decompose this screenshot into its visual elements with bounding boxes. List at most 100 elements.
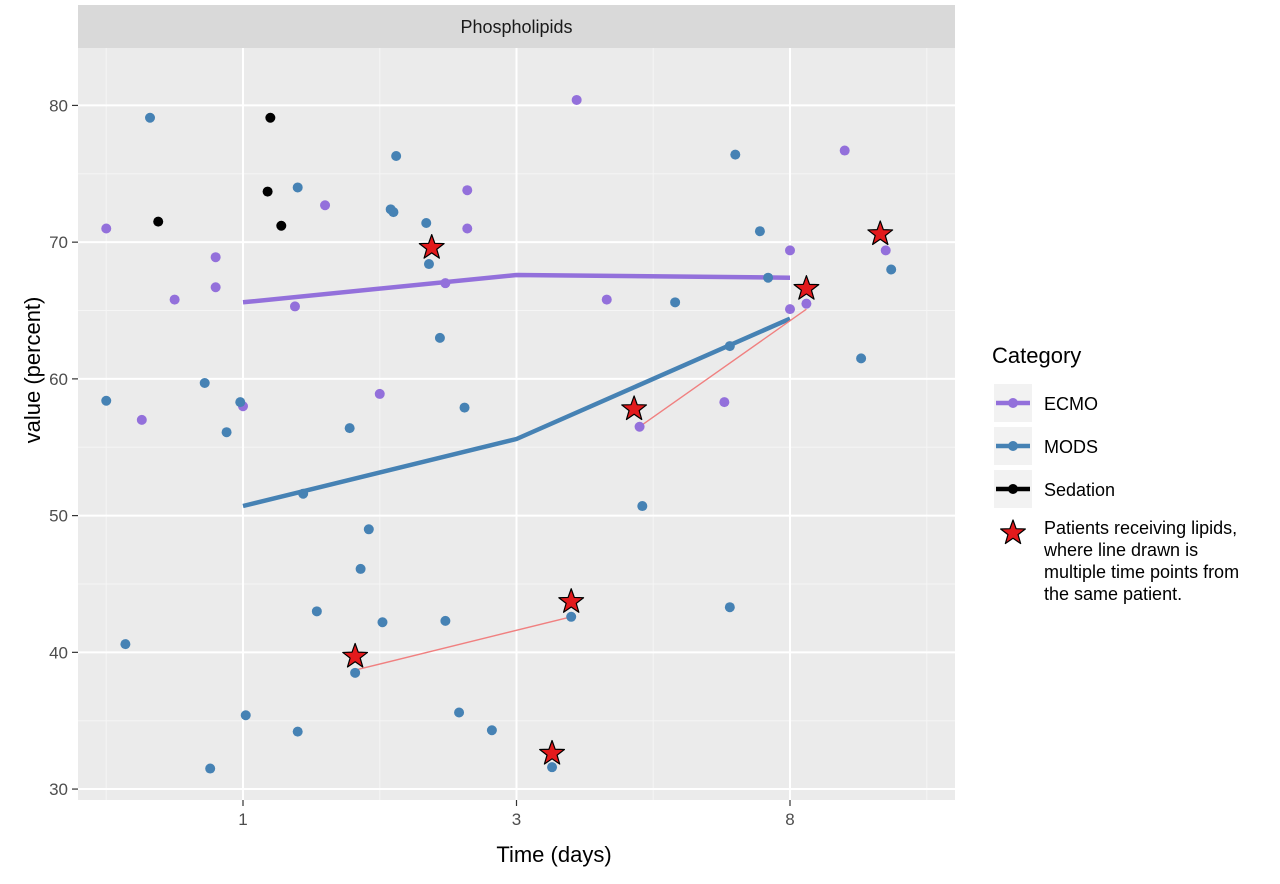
data-point-ecmo [880, 245, 891, 256]
y-tick-label: 60 [49, 370, 68, 389]
legend-label-mods: MODS [1044, 437, 1098, 457]
lipid-patient-star [793, 275, 820, 300]
legend-label-ecmo: ECMO [1044, 394, 1098, 414]
data-point-mods [388, 207, 399, 218]
x-tick-label: 3 [512, 810, 521, 829]
data-point-mods [240, 710, 251, 721]
lipid-patient-star [539, 739, 566, 765]
data-point-ecmo [785, 245, 795, 256]
data-point-ecmo [785, 304, 795, 315]
data-point-mods [459, 402, 470, 413]
lipid-patient-star [418, 234, 445, 259]
data-point-sedation [265, 112, 276, 123]
data-point-ecmo [101, 223, 112, 234]
data-point-mods [292, 726, 303, 737]
data-points [101, 94, 897, 774]
trend-lines [242, 272, 791, 509]
x-axis-title: Time (days) [496, 842, 611, 867]
facet-strip [78, 5, 955, 48]
data-point-mods [547, 762, 558, 773]
x-tick-label: 1 [238, 810, 247, 829]
lipid-patient-star [621, 395, 648, 421]
data-point-ecmo [839, 145, 850, 156]
data-point-mods [486, 725, 497, 736]
legend-key-point [1008, 398, 1018, 408]
data-point-mods [637, 501, 648, 512]
facet-strip-title: Phospholipids [460, 17, 572, 37]
data-point-ecmo [440, 278, 451, 289]
data-point-ecmo [210, 282, 221, 293]
axis-ticks: 30 40 50 60 70 80 1 3 8 [49, 96, 795, 829]
data-point-ecmo [801, 298, 812, 309]
data-point-mods [754, 226, 765, 237]
data-point-mods [235, 397, 246, 408]
data-point-ecmo [601, 294, 612, 305]
data-point-mods [670, 297, 681, 308]
data-point-mods [101, 395, 112, 406]
legend-key-point [1008, 441, 1018, 451]
data-point-mods [199, 377, 210, 388]
data-point-mods [350, 667, 361, 678]
y-tick-label: 30 [49, 780, 68, 799]
data-point-mods [566, 611, 577, 622]
data-point-mods [344, 423, 355, 434]
trend-line-mods [242, 316, 791, 509]
data-point-mods [730, 149, 741, 160]
data-point-mods [145, 112, 156, 123]
legend-items: ECMO MODS Sedation Patients receiving lipid… [994, 384, 1239, 604]
data-point-ecmo [289, 301, 300, 312]
data-point-mods [120, 639, 131, 650]
legend-label-line: the same patient. [1044, 584, 1182, 604]
y-tick-label: 80 [49, 96, 68, 115]
data-point-mods [423, 259, 434, 270]
data-point-mods [763, 272, 774, 283]
data-point-mods [421, 218, 432, 229]
legend-label-line: Patients receiving lipids, [1044, 518, 1237, 538]
y-tick-label: 70 [49, 233, 68, 252]
data-point-sedation [262, 186, 273, 197]
legend-key-star [1000, 519, 1026, 545]
data-point-ecmo [719, 397, 730, 408]
lipid-patient-stars [342, 220, 894, 765]
lipid-patient-star [342, 642, 369, 668]
data-point-ecmo [462, 185, 473, 196]
data-point-ecmo [571, 94, 582, 105]
data-point-sedation [153, 216, 164, 227]
legend-label-line: multiple time points from [1044, 562, 1239, 582]
legend-label-sedation: Sedation [1044, 480, 1115, 500]
data-point-mods [298, 488, 309, 499]
data-point-ecmo [210, 252, 221, 263]
data-point-mods [440, 615, 451, 626]
legend-key-point [1008, 484, 1018, 494]
lipid-patient-segments [354, 308, 807, 671]
data-point-mods [221, 427, 232, 438]
data-point-mods [724, 341, 735, 352]
lipid-patient-star [558, 588, 585, 613]
x-tick-label: 8 [785, 810, 794, 829]
data-point-ecmo [374, 388, 385, 399]
y-tick-label: 50 [49, 507, 68, 526]
data-point-mods [856, 353, 867, 364]
data-point-ecmo [462, 223, 473, 234]
lipid-patient-segment [354, 616, 572, 671]
y-axis-title: value (percent) [20, 297, 45, 444]
trend-line-ecmo [242, 272, 791, 305]
legend-title: Category [992, 343, 1081, 368]
data-point-mods [886, 264, 897, 275]
lipid-patient-segment [639, 308, 807, 428]
data-point-mods [363, 524, 374, 535]
lipid-patient-star [867, 220, 894, 246]
legend: Category ECMO MODS Sedation Patients receiv… [992, 343, 1239, 604]
data-point-ecmo [320, 200, 331, 211]
grid-layer [78, 48, 955, 800]
data-point-mods [205, 763, 216, 774]
data-point-mods [292, 182, 303, 193]
data-point-mods [311, 606, 322, 617]
legend-label-line: where line drawn is [1043, 540, 1198, 560]
data-point-ecmo [634, 421, 645, 432]
data-point-sedation [276, 220, 287, 231]
data-point-ecmo [136, 414, 147, 425]
data-point-mods [377, 617, 388, 628]
data-point-mods [724, 602, 735, 613]
